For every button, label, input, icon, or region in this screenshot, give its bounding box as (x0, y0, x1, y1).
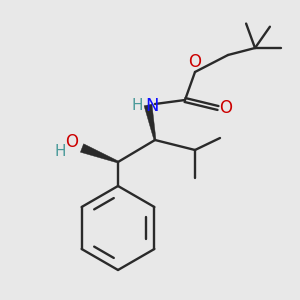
Text: O: O (188, 53, 202, 71)
Text: O: O (220, 99, 232, 117)
Text: H: H (131, 98, 143, 113)
Text: N: N (145, 97, 159, 115)
Polygon shape (144, 104, 156, 140)
Text: H: H (54, 145, 66, 160)
Text: O: O (65, 133, 79, 151)
Polygon shape (80, 144, 118, 163)
